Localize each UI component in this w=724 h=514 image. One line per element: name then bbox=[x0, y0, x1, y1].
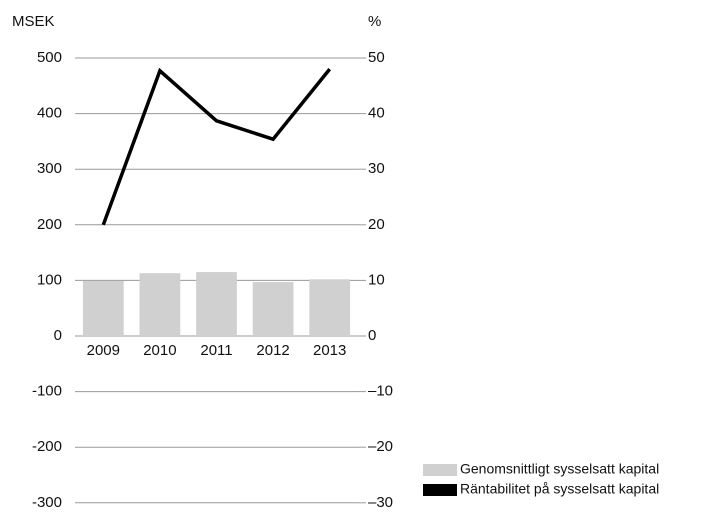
y2-tick-label: –20 bbox=[368, 438, 393, 455]
y-tick-label: 200 bbox=[37, 216, 62, 233]
x-tick-label: 2011 bbox=[200, 342, 232, 359]
line bbox=[101, 67, 332, 226]
legend-swatch bbox=[423, 484, 457, 496]
x-tick-label: 2009 bbox=[87, 342, 120, 359]
y-tick-label: 500 bbox=[37, 49, 62, 66]
y-tick-label: -300 bbox=[32, 494, 62, 509]
y-tick-label: -200 bbox=[32, 438, 62, 455]
bar bbox=[309, 279, 351, 336]
y2-tick-label: 50 bbox=[368, 49, 385, 66]
x-tick-label: 2013 bbox=[313, 342, 346, 359]
y2-tick-label: 20 bbox=[368, 216, 385, 233]
y-tick-label: 300 bbox=[37, 160, 62, 177]
bar bbox=[196, 272, 237, 336]
bar bbox=[139, 273, 181, 336]
y2-tick-label: 30 bbox=[368, 160, 385, 177]
y2-axis-label: % bbox=[368, 13, 381, 30]
bar bbox=[82, 280, 124, 336]
legend-label: Genomsnittligt sysselsatt kapital bbox=[460, 461, 659, 477]
y2-tick-label: 40 bbox=[368, 105, 385, 122]
legend-swatch bbox=[423, 464, 457, 476]
legend-label: Räntabilitet på sysselsatt kapital bbox=[460, 481, 659, 497]
y-tick-label: 100 bbox=[37, 271, 62, 288]
y2-tick-label: 10 bbox=[368, 271, 385, 288]
x-tick-label: 2010 bbox=[143, 342, 176, 359]
y2-tick-label: –10 bbox=[368, 383, 393, 400]
bar bbox=[252, 282, 294, 336]
y2-tick-label: 0 bbox=[368, 327, 376, 344]
y2-tick-label: –30 bbox=[368, 494, 393, 509]
y-tick-label: 400 bbox=[37, 105, 62, 122]
y-axis-label: MSEK bbox=[12, 13, 55, 30]
x-tick-label: 2012 bbox=[256, 342, 289, 359]
y-tick-label: 0 bbox=[54, 327, 62, 344]
y-tick-label: -100 bbox=[32, 383, 62, 400]
